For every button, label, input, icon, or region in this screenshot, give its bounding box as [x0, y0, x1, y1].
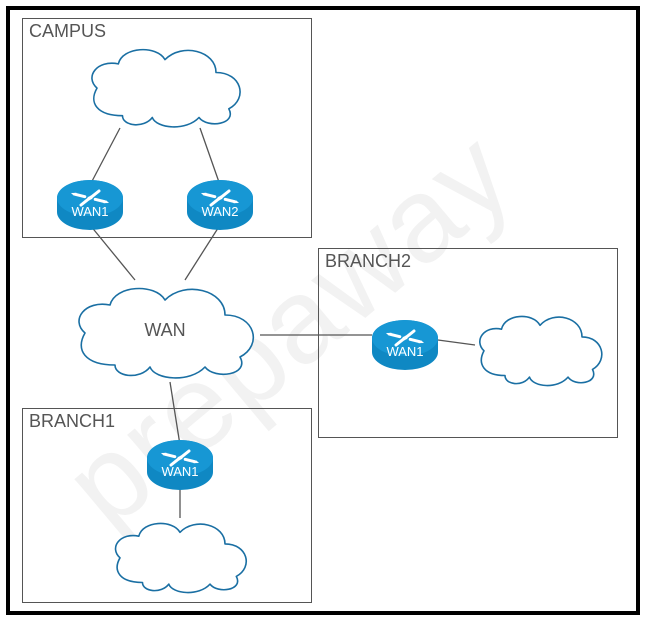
region-branch1-label: BRANCH1 — [29, 411, 115, 432]
region-branch2-label: BRANCH2 — [325, 251, 411, 272]
campus-cloud — [80, 38, 250, 133]
branch2-cloud — [470, 306, 610, 391]
router-campus-wan2 — [187, 180, 253, 241]
branch1-cloud — [105, 513, 255, 598]
router-branch1-wan1 — [147, 440, 213, 501]
diagram-canvas: prepaway CAMPUS BRANCH2 BRANCH1 WAN — [0, 0, 646, 621]
router-campus-wan1 — [57, 180, 123, 241]
wan-cloud-label: WAN — [143, 320, 187, 341]
router-branch2-wan1 — [372, 320, 438, 381]
